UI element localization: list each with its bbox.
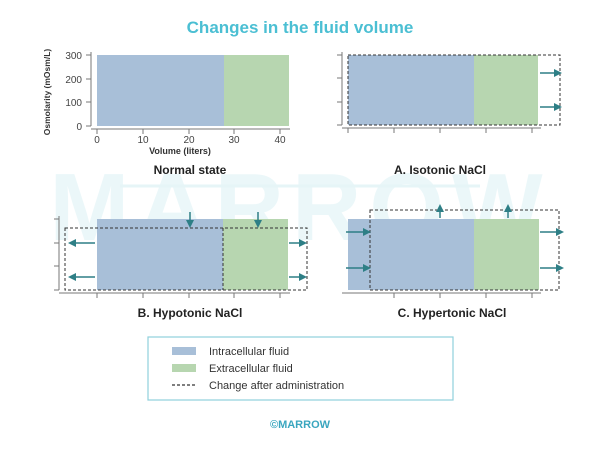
legend-box — [147, 336, 454, 401]
panel-isotonic: A. Isotonic NaCl — [337, 52, 562, 177]
panel-normal-state: 300 200 100 0 0 10 20 30 40 Volume (lite… — [42, 49, 290, 177]
y-tick-label: 0 — [76, 122, 82, 133]
extracellular-area — [224, 55, 289, 126]
change-outline — [64, 227, 308, 291]
panel-label-hypotonic: B. Hypotonic NaCl — [138, 306, 243, 320]
panel-hypertonic: C. Hypertonic NaCl — [342, 204, 564, 320]
legend-label-change: Change after administration — [209, 380, 344, 392]
panel-label-hypertonic: C. Hypertonic NaCl — [398, 306, 507, 320]
intracellular-area — [348, 55, 474, 125]
intracellular-area — [97, 55, 224, 126]
legend-label-intracellular: Intracellular fluid — [209, 346, 289, 358]
x-tick-label: 30 — [228, 135, 240, 146]
legend-swatch-extracellular — [172, 364, 196, 372]
figure-title: Changes in the fluid volume — [187, 18, 414, 37]
legend-label-extracellular: Extracellular fluid — [209, 363, 293, 375]
legend: Intracellular fluid Extracellular fluid … — [147, 336, 454, 401]
change-outline — [369, 209, 560, 291]
x-tick-label: 20 — [183, 135, 195, 146]
intracellular-area — [348, 219, 474, 290]
legend-swatch-intracellular — [172, 347, 196, 355]
extracellular-area — [474, 219, 539, 290]
panel-label-isotonic: A. Isotonic NaCl — [394, 163, 486, 177]
panel-label-normal: Normal state — [154, 163, 227, 177]
footer-copyright: ©MARROW — [270, 419, 331, 431]
y-axis-label: Osmolarity (mOsm/L) — [42, 49, 52, 136]
x-tick-label: 40 — [274, 135, 286, 146]
extracellular-area — [223, 219, 288, 290]
extracellular-area — [474, 55, 538, 125]
x-tick-label: 0 — [94, 135, 100, 146]
intracellular-area — [97, 219, 223, 290]
x-tick-label: 10 — [137, 135, 149, 146]
y-tick-label: 300 — [65, 51, 82, 62]
change-outline — [347, 54, 561, 126]
panel-hypotonic: B. Hypotonic NaCl — [54, 212, 308, 320]
y-tick-label: 200 — [65, 75, 82, 86]
y-tick-label: 100 — [65, 98, 82, 109]
x-axis-label: Volume (liters) — [149, 146, 211, 156]
